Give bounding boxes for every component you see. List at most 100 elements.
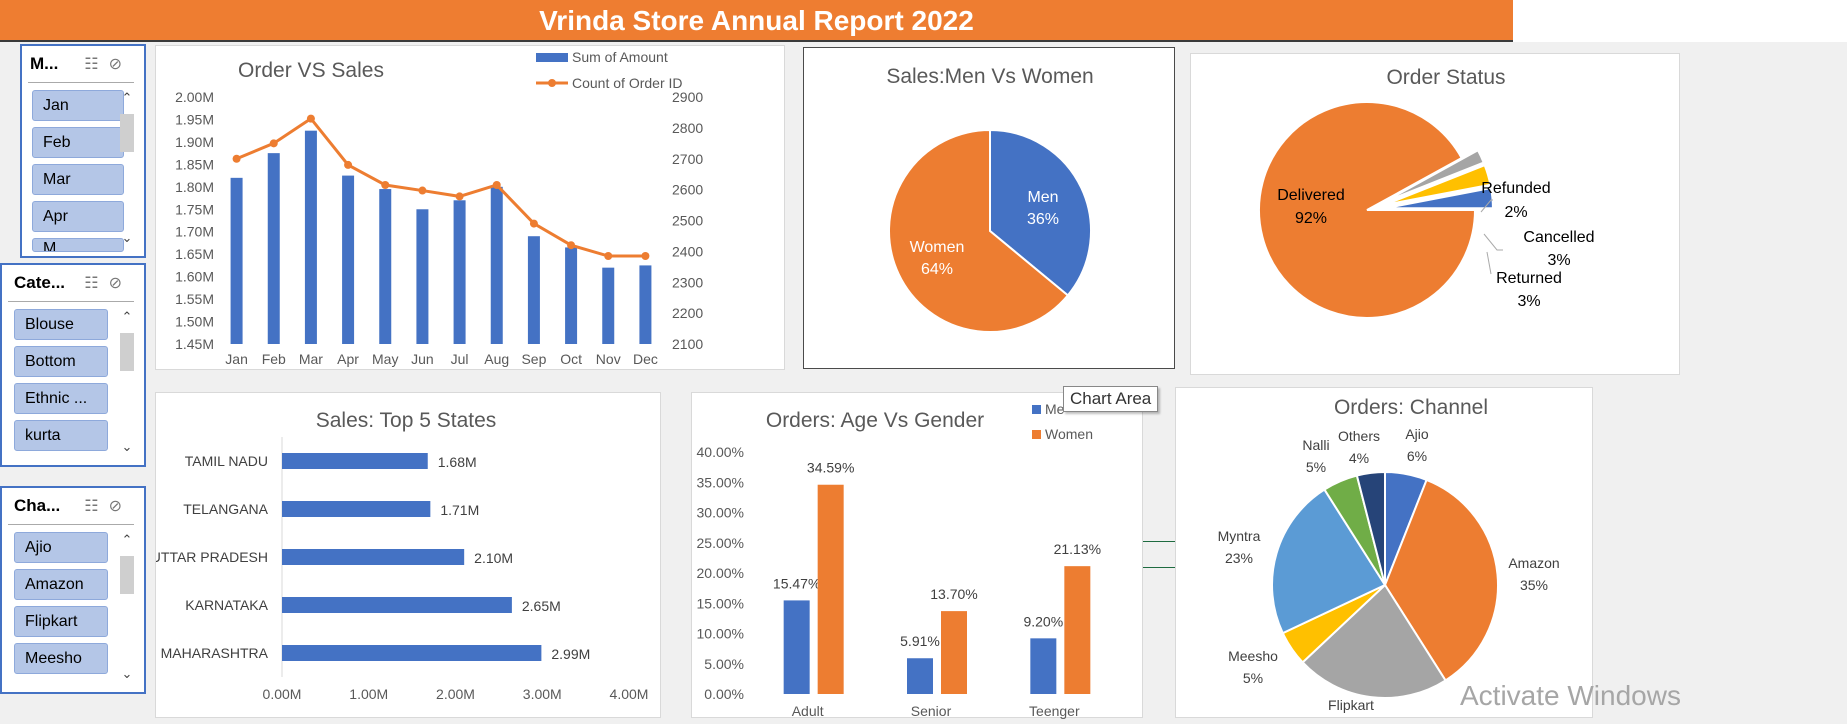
slice-label: Meesho bbox=[1228, 648, 1278, 664]
slicer-item-flipkart[interactable]: Flipkart bbox=[14, 606, 108, 637]
slicer-header: M... bbox=[30, 54, 59, 73]
slicer-scrollbar[interactable]: ⌃ ⌄ bbox=[118, 90, 136, 246]
x-tick-label: Aug bbox=[484, 351, 509, 367]
slicer-item-blouse[interactable]: Blouse bbox=[14, 309, 108, 340]
slicer-item-kurta[interactable]: kurta bbox=[14, 420, 108, 451]
slice-percent: 5% bbox=[1243, 670, 1263, 686]
sales-men-vs-women-chart[interactable]: Sales:Men Vs Women Men 36% Women 64% bbox=[803, 47, 1175, 369]
data-label: 2.10M bbox=[474, 550, 513, 566]
multi-select-and-clear-filter-icons[interactable]: ☷⊘ bbox=[84, 498, 132, 515]
slicer-item-amazon[interactable]: Amazon bbox=[14, 569, 108, 600]
y-right-tick-label: 2600 bbox=[672, 182, 703, 198]
channel-slicer[interactable]: Cha... ☷⊘ Ajio Amazon Flipkart Meesho ⌃ ⌄ bbox=[0, 486, 146, 694]
bar-sum-of-amount bbox=[230, 177, 243, 344]
scroll-down-icon[interactable]: ⌄ bbox=[121, 666, 133, 681]
bar-sum-of-amount bbox=[490, 186, 503, 344]
scroll-up-icon[interactable]: ⌃ bbox=[121, 90, 133, 105]
month-slicer[interactable]: M... ☷⊘ Jan Feb Mar Apr M... ⌃ ⌄ bbox=[20, 44, 146, 258]
chart-title: Order VS Sales bbox=[238, 59, 384, 82]
multi-select-and-clear-filter-icons[interactable]: ☷⊘ bbox=[84, 275, 132, 292]
slice-percent: 92% bbox=[1295, 210, 1327, 227]
slice-label: Amazon bbox=[1508, 555, 1559, 571]
multi-select-and-clear-filter-icons[interactable]: ☷⊘ bbox=[84, 56, 132, 73]
slicer-item-ajio[interactable]: Ajio bbox=[14, 532, 108, 563]
legend-swatch-men bbox=[1032, 405, 1041, 414]
legend-label: Me bbox=[1045, 401, 1065, 417]
bar-sum-of-amount bbox=[602, 267, 615, 344]
y-right-tick-label: 2200 bbox=[672, 305, 703, 321]
slicer-item-apr[interactable]: Apr bbox=[32, 201, 124, 232]
line-point bbox=[344, 160, 353, 169]
x-tick-label: 1.00M bbox=[349, 686, 388, 702]
slicer-item-may[interactable]: M... bbox=[32, 238, 124, 252]
x-tick-label: Senior bbox=[911, 703, 952, 719]
slice-percent: 3% bbox=[1517, 293, 1540, 310]
slicer-item-ethnic[interactable]: Ethnic ... bbox=[14, 383, 108, 414]
y-right-tick-label: 2900 bbox=[672, 89, 703, 105]
pie-slice-amazon bbox=[1383, 478, 1499, 682]
pie-slice-myntra bbox=[1271, 488, 1387, 635]
y-left-tick-label: 1.55M bbox=[175, 291, 214, 307]
orders-age-vs-gender-chart[interactable]: Orders: Age Vs Gender 40.00% 35.00% 30.00% 2… bbox=[691, 392, 1143, 719]
legend-swatch-women bbox=[1032, 430, 1041, 439]
bar-sum-of-amount bbox=[527, 236, 540, 344]
category-slicer[interactable]: Cate... ☷⊘ Blouse Bottom Ethnic ... kurt… bbox=[0, 263, 146, 467]
y-right-tick-label: 2100 bbox=[672, 336, 703, 352]
legend-label: Women bbox=[1045, 426, 1093, 442]
slicer-item-meesho[interactable]: Meesho bbox=[14, 643, 108, 674]
leader-line bbox=[1483, 233, 1503, 251]
leader-line bbox=[1480, 199, 1493, 213]
y-left-tick-label: 1.45M bbox=[175, 336, 214, 352]
order-vs-sales-chart[interactable]: Order VS Sales 2.00M 1.95M 1.90M 1.85M 1.80M 1… bbox=[155, 45, 785, 370]
y-tick-label: 5.00% bbox=[704, 656, 744, 672]
slice-label: Delivered bbox=[1277, 187, 1345, 204]
y-right-tick-label: 2400 bbox=[672, 243, 703, 259]
legend-marker bbox=[548, 79, 556, 87]
x-tick-label: May bbox=[372, 351, 398, 367]
scroll-up-icon[interactable]: ⌃ bbox=[121, 309, 133, 324]
order-status-chart[interactable]: Order Status Delivered 92% Refunded 2% Cancel… bbox=[1190, 53, 1680, 375]
slicer-item-mar[interactable]: Mar bbox=[32, 164, 124, 195]
line-point bbox=[269, 139, 278, 148]
slice-label: Men bbox=[1027, 189, 1058, 206]
chart-title: Sales:Men Vs Women bbox=[886, 65, 1093, 88]
line-point bbox=[232, 154, 241, 163]
slice-percent: 36% bbox=[1027, 211, 1059, 228]
y-right-tick-label: 2300 bbox=[672, 274, 703, 290]
x-tick-label: Feb bbox=[262, 351, 286, 367]
line-point bbox=[306, 114, 315, 123]
y-left-tick-label: 1.95M bbox=[175, 111, 214, 127]
y-left-tick-label: 1.65M bbox=[175, 246, 214, 262]
slice-label: Myntra bbox=[1218, 528, 1261, 544]
bar-state bbox=[282, 645, 542, 661]
connector-line bbox=[1143, 541, 1175, 542]
slice-label: Flipkart bbox=[1328, 697, 1374, 713]
y-tick-label: 35.00% bbox=[697, 474, 744, 490]
line-point bbox=[604, 252, 613, 261]
slice-label: Ajio bbox=[1405, 426, 1429, 442]
orders-channel-chart[interactable]: Orders: Channel Ajio 6% Amazon 35% Flipkart Me… bbox=[1175, 387, 1593, 718]
slice-label: Others bbox=[1338, 428, 1380, 444]
y-left-tick-label: 1.50M bbox=[175, 314, 214, 330]
scroll-down-icon[interactable]: ⌄ bbox=[121, 439, 133, 454]
legend-swatch-sum-of-amount bbox=[536, 53, 568, 62]
pie-slice-delivered bbox=[1258, 101, 1477, 319]
y-tick-label: 0.00% bbox=[704, 686, 744, 702]
scroll-up-icon[interactable]: ⌃ bbox=[121, 532, 133, 547]
slicer-item-feb[interactable]: Feb bbox=[32, 127, 124, 158]
line-point bbox=[567, 241, 576, 250]
sales-top-5-states-chart[interactable]: Sales: Top 5 States TAMIL NADU 1.68M TELANG… bbox=[151, 392, 661, 718]
chart-title: Order Status bbox=[1386, 66, 1505, 89]
line-point bbox=[492, 180, 501, 189]
chart-area-tooltip: Chart Area bbox=[1063, 386, 1159, 412]
scroll-down-icon[interactable]: ⌄ bbox=[121, 230, 133, 245]
pie-slice-others bbox=[1355, 470, 1386, 586]
slicer-item-bottom[interactable]: Bottom bbox=[14, 346, 108, 377]
slice-percent: 23% bbox=[1225, 550, 1253, 566]
x-tick-label: 0.00M bbox=[263, 686, 302, 702]
chart-title: Orders: Age Vs Gender bbox=[766, 409, 984, 432]
slicer-item-jan[interactable]: Jan bbox=[32, 90, 124, 121]
slicer-scrollbar[interactable]: ⌃ ⌄ bbox=[118, 309, 136, 455]
y-left-tick-label: 1.60M bbox=[175, 269, 214, 285]
slicer-scrollbar[interactable]: ⌃ ⌄ bbox=[118, 532, 136, 682]
